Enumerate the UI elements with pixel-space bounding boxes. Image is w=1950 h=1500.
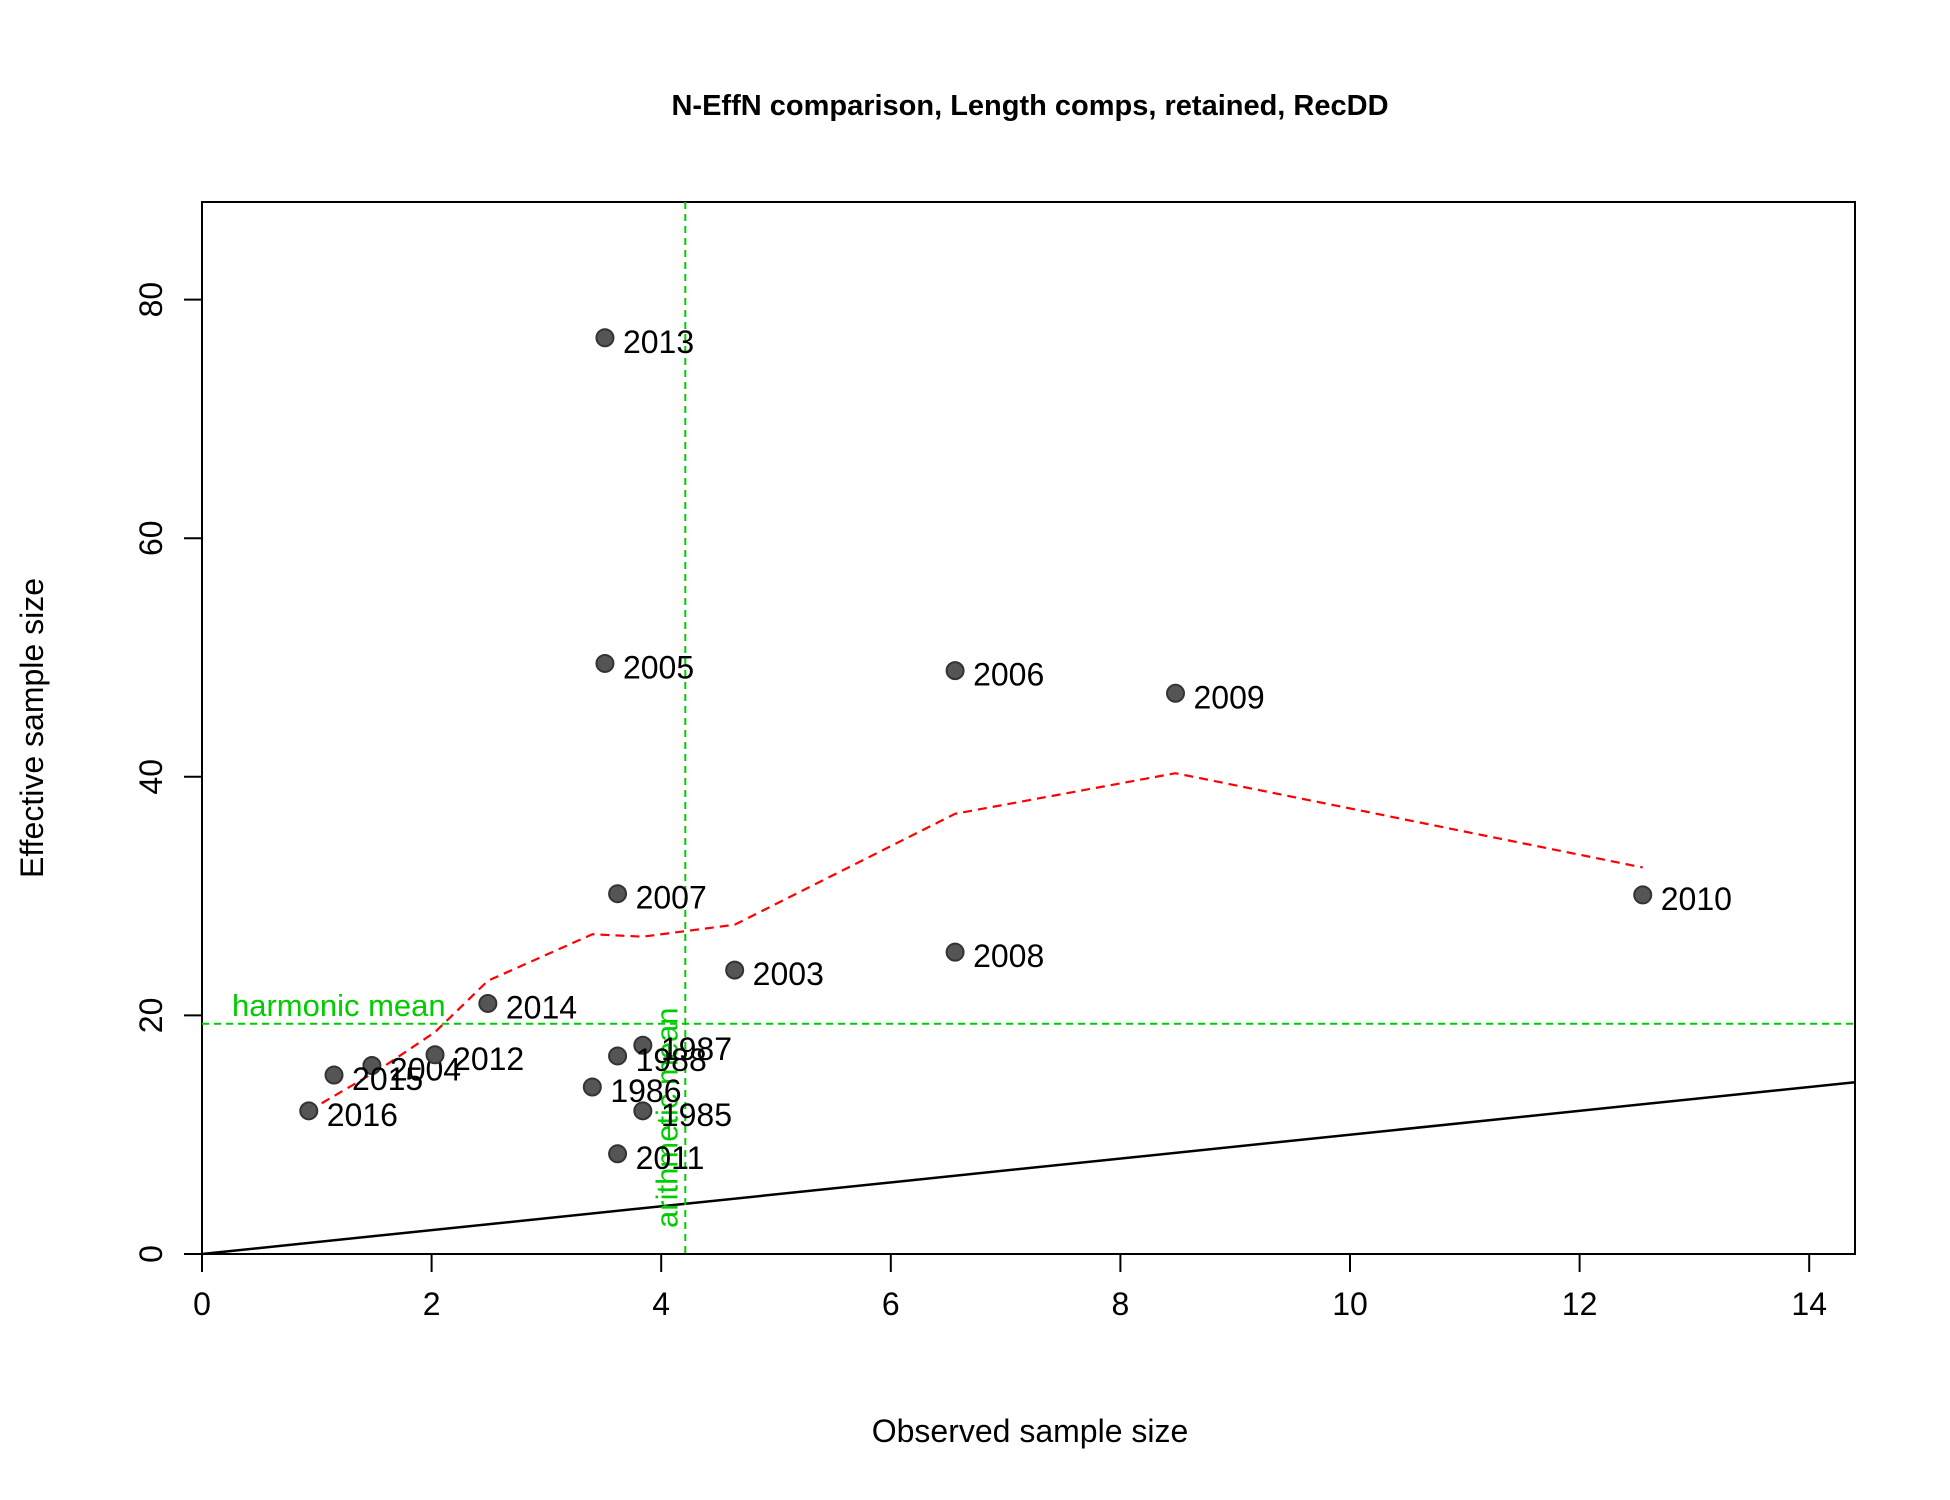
point-label: 1988 [636,1042,707,1078]
y-axis-label: Effective sample size [14,578,50,878]
point-label: 1986 [610,1073,681,1109]
x-axis-label: Observed sample size [872,1413,1189,1449]
x-tick-label: 14 [1791,1286,1827,1322]
plot-frame [201,201,1856,1255]
point-label: 2012 [453,1041,524,1077]
data-point [725,960,745,980]
y-tick-label: 0 [133,1245,169,1263]
x-axis: 0 2 4 6 8 10 12 14 [193,1253,1827,1322]
point-label: 2011 [636,1140,705,1176]
data-point [945,661,965,681]
point-label: 2006 [973,657,1044,693]
point-label: 2008 [973,938,1044,974]
x-tick-label: 0 [193,1286,211,1322]
data-point [608,1046,628,1066]
point-label: 2009 [1194,679,1265,715]
point-label: 2016 [327,1097,398,1133]
data-point [595,328,615,348]
data-point [425,1045,445,1065]
x-tick-label: 12 [1562,1286,1598,1322]
x-tick-label: 6 [882,1286,900,1322]
x-tick-label: 10 [1332,1286,1368,1322]
point-label: 2010 [1661,881,1732,917]
x-tick-label: 2 [423,1286,441,1322]
point-label: 2004 [390,1052,461,1088]
data-point [582,1077,602,1097]
y-tick-label: 40 [133,759,169,795]
data-point [1633,885,1653,905]
data-point [945,942,965,962]
data-point [478,993,498,1013]
data-point [595,653,615,673]
data-point [633,1101,653,1121]
data-point [608,884,628,904]
data-point [324,1065,344,1085]
y-tick-label: 20 [133,998,169,1034]
x-tick-label: 8 [1112,1286,1130,1322]
point-label: 1985 [661,1097,732,1133]
smoother-line [308,772,1643,1112]
data-point [362,1056,382,1076]
y-axis: 0 20 40 60 80 [133,282,203,1263]
y-tick-label: 60 [133,520,169,556]
y-tick-label: 80 [133,282,169,318]
arithmetic-mean-label: arithmetic mean [649,1007,684,1228]
one-to-one-line [201,1080,1856,1256]
data-point [1166,683,1186,703]
point-label: 2013 [623,324,694,360]
x-tick-label: 4 [652,1286,670,1322]
data-point [608,1144,628,1164]
chart-title: N-EffN comparison, Length comps, retaine… [671,90,1388,122]
data-point [633,1035,653,1055]
point-label: 2003 [753,956,824,992]
point-label: 2014 [506,989,577,1025]
point-label: 2007 [636,880,707,916]
harmonic-mean-label: harmonic mean [232,988,446,1023]
point-label: 1987 [661,1031,732,1067]
data-point [299,1101,319,1121]
point-label: 2015 [352,1061,423,1097]
point-label: 2005 [623,649,694,685]
